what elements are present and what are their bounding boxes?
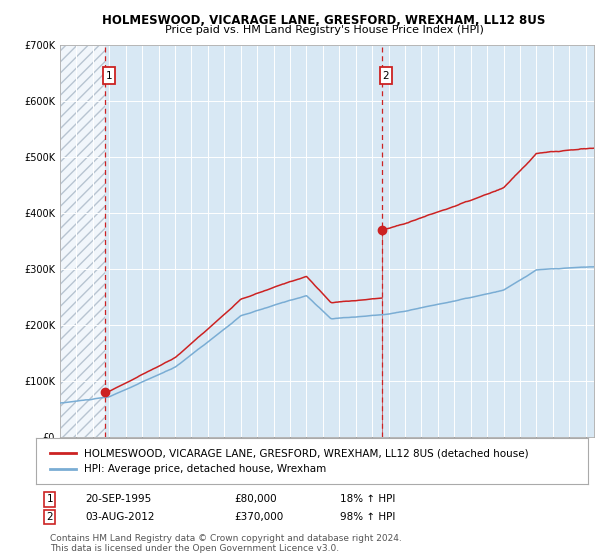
Text: 1: 1 bbox=[106, 71, 112, 81]
Text: Contains HM Land Registry data © Crown copyright and database right 2024.
This d: Contains HM Land Registry data © Crown c… bbox=[50, 534, 401, 553]
Text: £80,000: £80,000 bbox=[235, 494, 277, 505]
Text: 20-SEP-1995: 20-SEP-1995 bbox=[86, 494, 152, 505]
Text: Price paid vs. HM Land Registry's House Price Index (HPI): Price paid vs. HM Land Registry's House … bbox=[164, 25, 484, 35]
Text: 2: 2 bbox=[383, 71, 389, 81]
Text: 2: 2 bbox=[46, 512, 53, 522]
Text: 03-AUG-2012: 03-AUG-2012 bbox=[86, 512, 155, 522]
Text: HOLMESWOOD, VICARAGE LANE, GRESFORD, WREXHAM, LL12 8US: HOLMESWOOD, VICARAGE LANE, GRESFORD, WRE… bbox=[103, 14, 545, 27]
Text: 1: 1 bbox=[46, 494, 53, 505]
Text: £370,000: £370,000 bbox=[235, 512, 284, 522]
Text: 18% ↑ HPI: 18% ↑ HPI bbox=[340, 494, 395, 505]
Text: 98% ↑ HPI: 98% ↑ HPI bbox=[340, 512, 395, 522]
Legend: HOLMESWOOD, VICARAGE LANE, GRESFORD, WREXHAM, LL12 8US (detached house), HPI: Av: HOLMESWOOD, VICARAGE LANE, GRESFORD, WRE… bbox=[47, 445, 532, 478]
